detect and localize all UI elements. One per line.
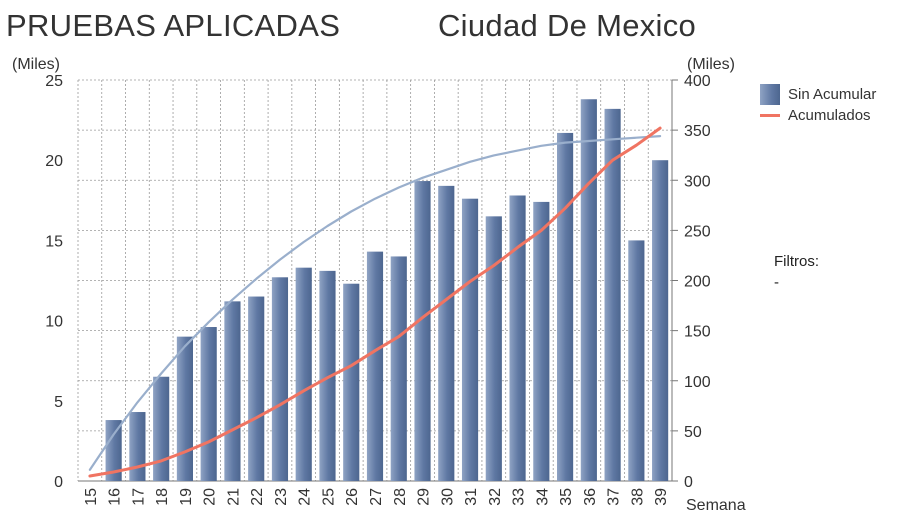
bar-18 (153, 376, 170, 481)
bar-32 (485, 216, 502, 481)
x-tick-label: 37 (606, 488, 623, 506)
bar-23 (271, 277, 289, 481)
y-left-tick-label: 5 (54, 394, 63, 411)
filters-value: - (774, 274, 779, 291)
x-axis-title: Semana (686, 497, 746, 514)
x-tick-label: 15 (83, 488, 100, 506)
bar-17 (129, 412, 146, 481)
x-tick-label: 16 (107, 488, 124, 506)
bar-34 (533, 201, 550, 482)
y-right-tick-label: 400 (684, 73, 711, 90)
bar-35 (557, 132, 574, 481)
x-tick-label: 29 (416, 488, 433, 506)
bar-38 (628, 240, 645, 481)
x-tick-label: 17 (130, 488, 147, 506)
legend-bars-label: Sin Acumular (788, 86, 877, 103)
x-tick-label: 18 (154, 488, 171, 506)
legend-bar-swatch (760, 84, 780, 105)
filters-label: Filtros: (774, 253, 819, 270)
bar-25 (319, 270, 336, 481)
x-tick-label: 34 (534, 488, 551, 506)
x-tick-label: 24 (297, 488, 314, 506)
x-tick-label: 27 (368, 488, 385, 506)
x-tick-label: 25 (320, 488, 337, 506)
y-right-tick-label: 150 (684, 324, 711, 341)
x-tick-label: 38 (629, 488, 646, 506)
chart-title: PRUEBAS APLICADAS (6, 8, 341, 43)
bar-36 (580, 99, 597, 482)
y-right-tick-label: 350 (684, 123, 711, 140)
cumulative-line (88, 126, 662, 478)
y-right-tick-label: 200 (684, 274, 711, 291)
bar-33 (509, 195, 526, 481)
legend-item-line: Acumulados (760, 105, 876, 126)
bar-30 (438, 185, 455, 481)
x-tick-label: 23 (273, 488, 290, 506)
bar-31 (461, 198, 479, 482)
y-left-tick-label: 0 (54, 474, 63, 491)
x-tick-label: 32 (487, 488, 504, 506)
x-tick-label: 26 (344, 488, 361, 506)
y-left-tick-label: 20 (45, 153, 63, 170)
legend-line-label: Acumulados (788, 107, 871, 124)
y-left-tick-label: 15 (45, 233, 63, 250)
bar-22 (248, 296, 265, 481)
x-tick-label: 19 (178, 488, 195, 506)
bar-39 (652, 160, 669, 481)
bar-20 (200, 327, 217, 481)
trend-line (88, 135, 662, 471)
bar-27 (366, 251, 384, 481)
legend: Sin Acumular Acumulados (760, 84, 876, 126)
y-right-tick-label: 100 (684, 374, 711, 391)
right-axis-unit: (Miles) (687, 56, 735, 73)
legend-item-bars: Sin Acumular (760, 84, 876, 105)
x-tick-label: 39 (653, 488, 670, 506)
bar-16 (105, 420, 122, 481)
chart-subtitle: Ciudad De Mexico (438, 8, 697, 43)
left-axis-unit: (Miles) (12, 56, 60, 73)
bar-26 (343, 283, 360, 481)
y-right-tick-label: 300 (684, 173, 711, 190)
y-right-tick-label: 50 (684, 424, 702, 441)
y-right-tick-label: 0 (684, 474, 693, 491)
y-left-tick-label: 10 (45, 314, 63, 331)
y-right-tick-label: 250 (684, 223, 711, 240)
bar-24 (295, 267, 312, 481)
legend-line-swatch (760, 114, 780, 117)
y-left-tick-label: 25 (45, 73, 63, 90)
x-tick-label: 20 (202, 488, 219, 506)
x-tick-label: 22 (249, 488, 266, 506)
bar-29 (414, 181, 431, 481)
x-tick-label: 33 (511, 488, 528, 506)
bar-37 (604, 108, 621, 481)
x-tick-label: 28 (392, 488, 409, 506)
bar-19 (176, 336, 193, 481)
x-tick-label: 21 (225, 488, 242, 506)
x-tick-label: 31 (463, 488, 480, 506)
bar-28 (390, 256, 407, 481)
x-tick-label: 35 (558, 488, 575, 506)
filters-panel: Filtros: - (774, 253, 819, 295)
bar-21 (224, 301, 241, 481)
x-tick-label: 30 (439, 488, 456, 506)
x-tick-label: 36 (582, 488, 599, 506)
